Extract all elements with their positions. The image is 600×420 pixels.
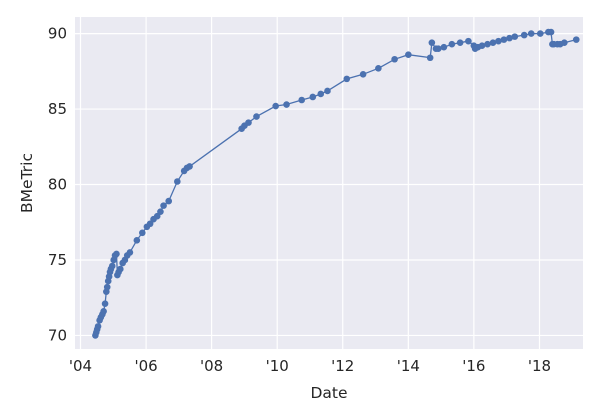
- data-point: [272, 102, 279, 110]
- data-point: [117, 265, 124, 273]
- data-point: [527, 30, 535, 37]
- data-point: [139, 229, 146, 237]
- x-tick-label: '08: [200, 357, 223, 375]
- data-point: [478, 42, 486, 49]
- data-point: [484, 40, 491, 48]
- data-point: [174, 178, 181, 185]
- data-point: [435, 45, 442, 52]
- data-point: [133, 237, 141, 244]
- data-point: [428, 39, 436, 46]
- data-point: [283, 101, 290, 108]
- y-tick-label: 85: [48, 100, 67, 118]
- x-tick-label: '12: [331, 357, 354, 375]
- x-axis-label: Date: [310, 384, 347, 402]
- data-point: [489, 39, 497, 46]
- data-point: [101, 300, 109, 308]
- data-point: [157, 208, 164, 215]
- data-point: [186, 163, 193, 170]
- x-tick-label: '06: [134, 357, 157, 375]
- data-point: [536, 30, 544, 37]
- y-axis-label: BMeTric: [18, 153, 36, 213]
- data-point: [146, 220, 154, 228]
- data-point: [103, 283, 111, 291]
- y-tick-label: 70: [48, 326, 67, 344]
- x-axis-ticks: '04 '06 '08 '10 '12 '14 '16 '18: [69, 357, 551, 375]
- data-point: [506, 34, 513, 42]
- x-tick-label: '16: [462, 357, 485, 375]
- data-point: [253, 113, 260, 120]
- data-point: [500, 36, 508, 43]
- data-point: [108, 262, 116, 270]
- data-point: [440, 43, 448, 51]
- series-layer: [92, 28, 580, 339]
- data-point: [391, 55, 398, 63]
- data-point: [456, 39, 464, 46]
- grid-lines: [75, 17, 583, 349]
- plot-area-background: [75, 17, 583, 349]
- y-tick-label: 90: [48, 25, 67, 43]
- y-axis-ticks: 70 75 80 85 90: [48, 25, 67, 345]
- data-point: [448, 40, 456, 48]
- data-point: [298, 96, 306, 104]
- data-point: [113, 250, 120, 258]
- x-tick-label: '14: [397, 357, 420, 375]
- data-point: [572, 36, 580, 43]
- data-point: [375, 65, 382, 72]
- data-point: [426, 54, 434, 62]
- data-point: [561, 39, 568, 46]
- data-point: [165, 197, 173, 205]
- data-point: [160, 202, 167, 209]
- data-point: [245, 119, 252, 126]
- data-point: [511, 33, 519, 40]
- data-point: [359, 71, 367, 78]
- data-point: [100, 307, 107, 315]
- y-tick-label: 80: [48, 176, 67, 194]
- x-tick-label: '04: [69, 357, 92, 375]
- data-point: [495, 37, 502, 45]
- data-point: [547, 28, 555, 36]
- data-point: [317, 90, 325, 98]
- data-point: [94, 323, 102, 330]
- data-point: [309, 93, 317, 101]
- y-tick-label: 75: [48, 251, 67, 269]
- data-point: [343, 75, 351, 83]
- x-tick-label: '18: [528, 357, 551, 375]
- data-point: [520, 31, 528, 39]
- data-point: [405, 51, 412, 59]
- data-point: [126, 249, 134, 256]
- data-point: [324, 87, 331, 95]
- x-tick-label: '10: [266, 357, 289, 375]
- data-point: [465, 37, 472, 45]
